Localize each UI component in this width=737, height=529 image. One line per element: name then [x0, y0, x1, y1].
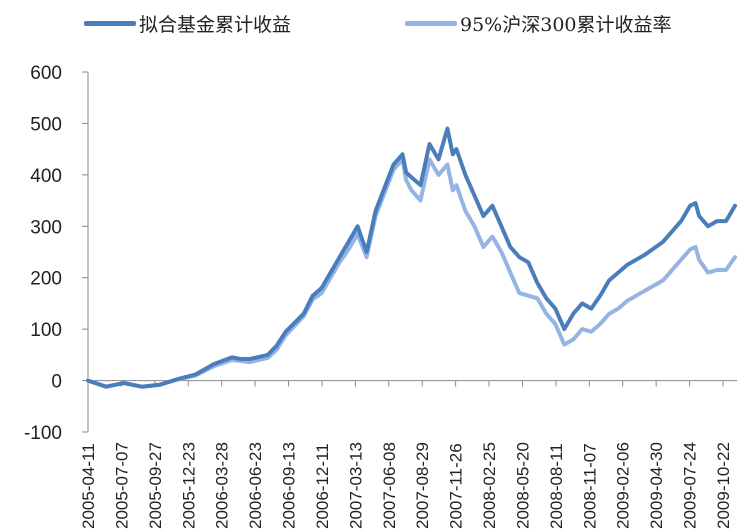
- x-tick-label: 2007-11-26: [447, 443, 466, 529]
- x-axis: 2005-04-11 2005-07-07 2005-09-27 2005-12-23…: [79, 380, 737, 529]
- y-tick-label: 100: [30, 320, 62, 341]
- x-tick-label: 2008-02-25: [480, 442, 499, 529]
- x-tick-label: 2006-09-13: [280, 442, 299, 529]
- series-line-0: [86, 126, 737, 389]
- legend-swatch-fund: [84, 21, 136, 26]
- x-tick-label: 2008-11-07: [580, 443, 599, 529]
- x-tick-label: 2009-02-06: [614, 442, 633, 529]
- x-tick-label: 2006-03-28: [213, 442, 232, 529]
- x-tick-label: 2009-07-24: [681, 442, 700, 529]
- y-tick-label: 200: [30, 269, 62, 290]
- y-tick-label: 400: [30, 166, 62, 187]
- x-tick-label: 2007-03-13: [346, 442, 365, 529]
- legend-label-index: 95%沪深300累计收益率: [460, 14, 672, 36]
- x-tick-label: 2005-07-07: [112, 442, 131, 529]
- y-tick-label: 500: [30, 114, 62, 135]
- x-tick-label: 2009-04-30: [647, 442, 666, 529]
- x-tick-label: 2007-08-29: [413, 442, 432, 529]
- x-tick-label: 2006-06-23: [246, 442, 265, 529]
- legend-label-fund: 拟合基金累计收益: [139, 14, 292, 36]
- x-tick-label: 2005-04-11: [79, 443, 98, 529]
- x-tick-label: 2007-06-08: [380, 442, 399, 529]
- y-tick-label: 0: [51, 372, 62, 393]
- legend-swatch-index: [405, 21, 457, 26]
- x-tick-label: 2006-12-11: [313, 443, 332, 529]
- y-tick-label: -100: [24, 423, 62, 444]
- x-tick-label: 2005-12-23: [179, 442, 198, 529]
- x-tick-label: 2009-10-22: [714, 442, 733, 529]
- x-tick-label: 2005-09-27: [146, 442, 165, 529]
- legend-item-fund: 拟合基金累计收益: [84, 10, 291, 37]
- series-line-1: [86, 157, 737, 389]
- y-tick-label: 300: [30, 217, 62, 238]
- x-tick-label: 2008-05-20: [513, 442, 532, 529]
- x-tick-label: 2008-08-11: [547, 443, 566, 529]
- y-tick-label: 600: [30, 63, 62, 84]
- series-lines: [86, 126, 737, 389]
- y-axis: -100 0 100 200 300 400 500 600: [24, 63, 89, 444]
- legend-item-index: 95%沪深300累计收益率: [405, 10, 672, 37]
